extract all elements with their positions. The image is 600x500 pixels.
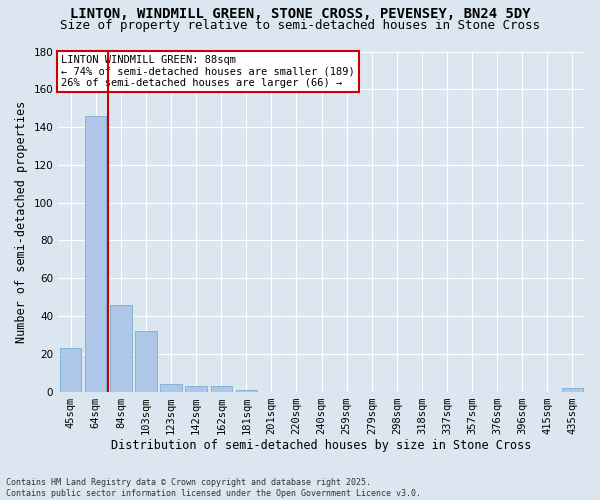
Text: Size of property relative to semi-detached houses in Stone Cross: Size of property relative to semi-detach…	[60, 19, 540, 32]
Bar	[211, 386, 232, 392]
Bar	[110, 304, 131, 392]
Bar	[136, 331, 157, 392]
Bar	[160, 384, 182, 392]
Text: LINTON WINDMILL GREEN: 88sqm
← 74% of semi-detached houses are smaller (189)
26%: LINTON WINDMILL GREEN: 88sqm ← 74% of se…	[61, 55, 355, 88]
Bar	[185, 386, 207, 392]
Y-axis label: Number of semi-detached properties: Number of semi-detached properties	[15, 100, 28, 342]
Text: Contains HM Land Registry data © Crown copyright and database right 2025.
Contai: Contains HM Land Registry data © Crown c…	[6, 478, 421, 498]
X-axis label: Distribution of semi-detached houses by size in Stone Cross: Distribution of semi-detached houses by …	[112, 440, 532, 452]
Bar	[60, 348, 82, 392]
Bar	[236, 390, 257, 392]
Bar	[562, 388, 583, 392]
Bar	[85, 116, 106, 392]
Text: LINTON, WINDMILL GREEN, STONE CROSS, PEVENSEY, BN24 5DY: LINTON, WINDMILL GREEN, STONE CROSS, PEV…	[70, 8, 530, 22]
